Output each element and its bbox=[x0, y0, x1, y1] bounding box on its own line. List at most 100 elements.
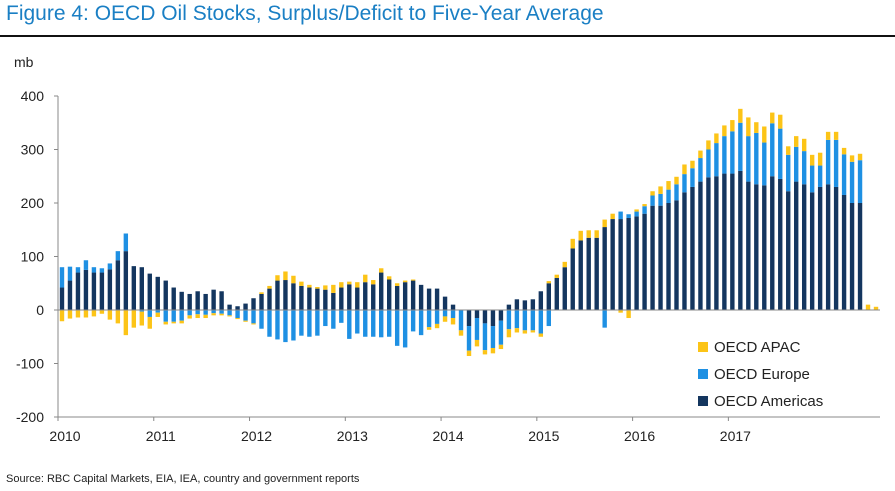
bar-segment bbox=[762, 142, 767, 186]
bar-segment bbox=[115, 251, 121, 261]
bar-segment bbox=[833, 131, 839, 140]
y-tick-label: 100 bbox=[21, 249, 45, 265]
bar-segment bbox=[498, 310, 504, 321]
bar-segment bbox=[91, 272, 97, 310]
bar-segment bbox=[738, 170, 743, 310]
bar-segment bbox=[426, 327, 432, 330]
bar-segment bbox=[801, 138, 807, 152]
bar-segment bbox=[690, 160, 695, 169]
bar-segment bbox=[738, 122, 743, 171]
legend: OECD APAC OECD Europe OECD Americas bbox=[698, 339, 823, 410]
bar-segment bbox=[155, 310, 160, 313]
bar-segment bbox=[642, 204, 647, 207]
bar-segment bbox=[123, 251, 129, 310]
bar-segment bbox=[857, 153, 863, 161]
bar-segment bbox=[801, 184, 807, 310]
bar-segment bbox=[99, 268, 105, 273]
bar-segment bbox=[83, 269, 89, 311]
x-ticks: 2010 2011 2012 2013 2014 2015 2016 2017 bbox=[49, 417, 751, 444]
bar-segment bbox=[163, 280, 168, 310]
bar-segment bbox=[115, 260, 121, 310]
bar-segment bbox=[841, 194, 847, 310]
bar-segment bbox=[59, 267, 65, 288]
bar-segment bbox=[458, 310, 464, 331]
bar-segment bbox=[602, 310, 607, 328]
bar-segment bbox=[658, 186, 663, 194]
bar-segment bbox=[666, 181, 671, 190]
bar-segment bbox=[809, 192, 815, 310]
bar-segment bbox=[770, 123, 775, 177]
bar-segment bbox=[410, 280, 416, 310]
bar-segment bbox=[275, 310, 280, 340]
bar-segment bbox=[291, 275, 296, 284]
bar-segment bbox=[323, 285, 328, 290]
bar-segment bbox=[299, 310, 304, 336]
bar-segment bbox=[450, 310, 456, 319]
bar-segment bbox=[347, 310, 352, 339]
bar-segment bbox=[722, 125, 727, 137]
bar-segment bbox=[618, 211, 623, 220]
bar-segment bbox=[730, 131, 735, 174]
bar-segment bbox=[331, 292, 336, 310]
bar-segment bbox=[227, 304, 232, 310]
bar-segment bbox=[466, 310, 472, 327]
bar-segment bbox=[235, 310, 240, 319]
bar-segment bbox=[746, 136, 751, 182]
bar-segment bbox=[219, 291, 224, 310]
bar-segment bbox=[99, 272, 105, 310]
bar-segment bbox=[634, 209, 639, 212]
bar-segment bbox=[801, 151, 807, 185]
bar-segment bbox=[371, 284, 376, 310]
bar-segment bbox=[315, 310, 320, 336]
bar-segment bbox=[786, 191, 791, 310]
bar-segment bbox=[283, 271, 288, 281]
y-tick-label: 400 bbox=[21, 88, 45, 104]
bar-segment bbox=[131, 266, 137, 310]
bar-segment bbox=[355, 287, 360, 310]
bar-segment bbox=[371, 310, 376, 337]
bar-segment bbox=[402, 310, 408, 348]
bar-segment bbox=[682, 164, 687, 175]
bar-segment bbox=[91, 267, 97, 273]
bar-segment bbox=[666, 203, 671, 310]
bar-segment bbox=[690, 168, 695, 187]
bar-segment bbox=[307, 287, 312, 310]
bar-segment bbox=[786, 154, 791, 192]
bar-segment bbox=[849, 203, 855, 310]
bar-segment bbox=[235, 318, 240, 320]
bar-segment bbox=[147, 316, 152, 329]
bar-segment bbox=[538, 291, 544, 310]
bar-segment bbox=[67, 310, 73, 319]
bar-segment bbox=[147, 273, 152, 310]
x-tick-label: 2013 bbox=[337, 428, 368, 444]
bar-segment bbox=[833, 139, 839, 187]
bar-segment bbox=[610, 213, 615, 220]
bar-segment bbox=[275, 280, 280, 310]
legend-swatch bbox=[698, 369, 708, 379]
bar-segment bbox=[825, 131, 831, 140]
bar-segment bbox=[474, 318, 480, 340]
bar-segment bbox=[339, 282, 344, 288]
bar-segment bbox=[538, 310, 544, 334]
bar-segment bbox=[746, 117, 751, 137]
bar-segment bbox=[307, 310, 312, 337]
bar-segment bbox=[179, 291, 184, 310]
bar-segment bbox=[698, 181, 703, 310]
bar-segment bbox=[714, 143, 719, 177]
bar-segment bbox=[450, 304, 456, 310]
bar-segment bbox=[762, 126, 767, 143]
x-tick-label: 2011 bbox=[146, 428, 176, 444]
chart-title: Figure 4: OECD Oil Stocks, Surplus/Defic… bbox=[6, 2, 604, 25]
bar-segment bbox=[203, 293, 208, 310]
bar-segment bbox=[873, 306, 879, 310]
bar-segment bbox=[722, 136, 727, 174]
bar-segment bbox=[554, 274, 559, 278]
bar-segment bbox=[155, 312, 160, 317]
bar-segment bbox=[315, 288, 320, 310]
bar-segment bbox=[530, 310, 536, 331]
bar-segment bbox=[770, 112, 775, 124]
bar-segment bbox=[666, 189, 671, 204]
bar-segment bbox=[131, 310, 137, 328]
bar-segment bbox=[738, 108, 743, 123]
bar-segment bbox=[355, 282, 360, 288]
